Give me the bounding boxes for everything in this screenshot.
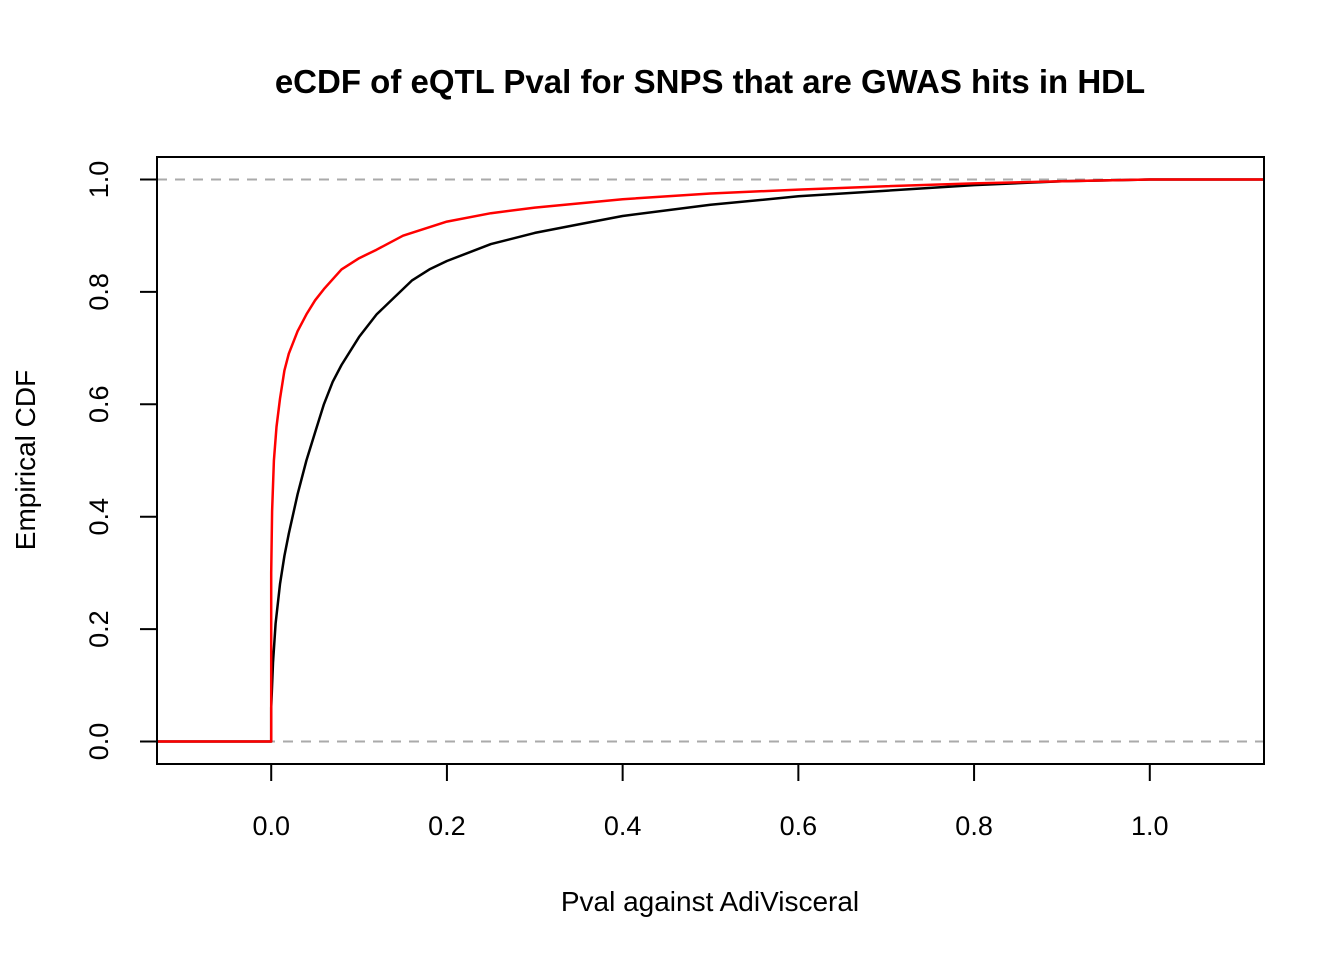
x-tick-label-4: 0.8 (955, 811, 993, 841)
y-tick-label-4: 0.8 (84, 273, 114, 311)
x-tick-label-3: 0.6 (780, 811, 818, 841)
series-line-0 (157, 178, 1264, 743)
y-tick-label-1: 0.2 (84, 610, 114, 648)
series-line-1 (157, 178, 1264, 743)
x-tick-label-5: 1.0 (1131, 811, 1169, 841)
y-tick-label-0: 0.0 (84, 723, 114, 761)
plot-border (156, 156, 1265, 765)
x-tick-label-2: 0.4 (604, 811, 642, 841)
y-axis-label: Empirical CDF (10, 370, 41, 550)
y-tick-label-3: 0.6 (84, 386, 114, 424)
x-tick-label-0: 0.0 (252, 811, 290, 841)
chart-title: eCDF of eQTL Pval for SNPS that are GWAS… (275, 63, 1145, 100)
x-axis-label: Pval against AdiVisceral (561, 886, 859, 917)
y-tick-label-2: 0.4 (84, 498, 114, 536)
x-tick-label-1: 0.2 (428, 811, 466, 841)
y-tick-label-5: 1.0 (84, 161, 114, 199)
plot-area: 0.0 0.2 0.4 0.6 0.8 1.0 0.0 0.2 0.4 0.6 0.8 1.0 (84, 156, 1265, 841)
